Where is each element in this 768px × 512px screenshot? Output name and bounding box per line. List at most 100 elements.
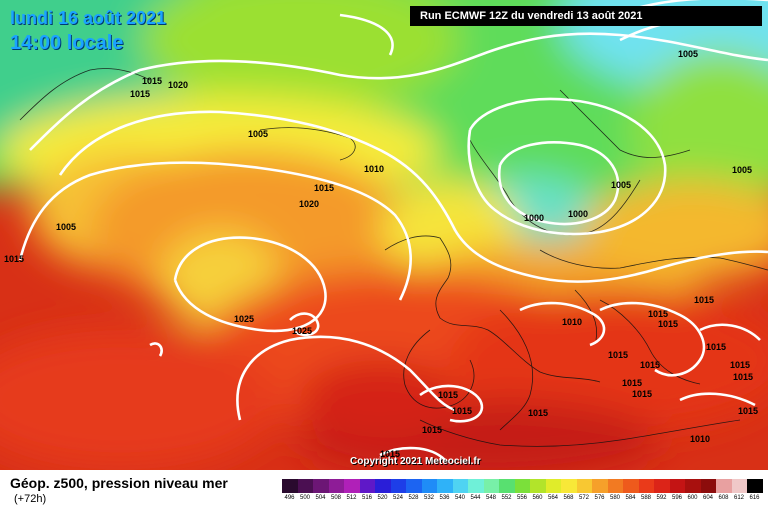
isobar-label: 1010 <box>562 317 582 327</box>
color-scale-swatch: 500 <box>297 479 313 501</box>
isobar-label: 1000 <box>568 209 588 219</box>
color-scale-label: 516 <box>361 495 372 501</box>
isobar-label: 1015 <box>640 360 660 370</box>
isobar-label: 1010 <box>364 164 384 174</box>
isobar-label: 1005 <box>248 129 268 139</box>
isobar-label: 1015 <box>528 408 548 418</box>
isobar-label: 1015 <box>4 254 24 264</box>
color-scale-swatch: 528 <box>406 479 422 501</box>
color-scale-label: 576 <box>594 495 605 501</box>
color-scale-swatch: 552 <box>499 479 515 501</box>
color-scale-label: 504 <box>315 495 326 501</box>
color-scale-swatch: 580 <box>607 479 623 501</box>
color-scale-swatch: 540 <box>452 479 468 501</box>
isobar-label: 1015 <box>452 406 472 416</box>
geopotential-field <box>0 0 768 470</box>
isobar-label: 1015 <box>738 406 758 416</box>
legend-bar: Géop. z500, pression niveau mer (+72h) 4… <box>0 470 768 512</box>
isobar-label: 1015 <box>706 342 726 352</box>
color-scale-label: 604 <box>702 495 713 501</box>
color-scale-label: 596 <box>671 495 682 501</box>
color-scale-swatch: 612 <box>731 479 747 501</box>
isobar-label: 1025 <box>234 314 254 324</box>
color-scale-label: 612 <box>733 495 744 501</box>
forecast-date: lundi 16 août 2021 <box>10 8 167 28</box>
color-scale-swatch: 616 <box>747 479 763 501</box>
isobar-label: 1015 <box>658 319 678 329</box>
color-scale-label: 564 <box>547 495 558 501</box>
isobar-label: 1005 <box>732 165 752 175</box>
lead-time: (+72h) <box>14 493 47 505</box>
color-scale-label: 572 <box>578 495 589 501</box>
color-scale-swatch: 588 <box>638 479 654 501</box>
color-scale-label: 528 <box>408 495 419 501</box>
color-scale-label: 584 <box>625 495 636 501</box>
color-scale-swatch: 564 <box>545 479 561 501</box>
color-scale-swatch: 608 <box>716 479 732 501</box>
color-scale-label: 524 <box>392 495 403 501</box>
color-scale-label: 592 <box>656 495 667 501</box>
color-scale-label: 548 <box>485 495 496 501</box>
color-scale-label: 508 <box>330 495 341 501</box>
color-scale-swatch: 568 <box>561 479 577 501</box>
color-scale-label: 540 <box>454 495 465 501</box>
isobar-label: 1015 <box>422 425 442 435</box>
color-scale-swatch: 584 <box>623 479 639 501</box>
color-scale-swatch: 592 <box>654 479 670 501</box>
color-scale-swatch: 516 <box>359 479 375 501</box>
color-scale-label: 556 <box>516 495 527 501</box>
color-scale-swatch: 556 <box>514 479 530 501</box>
color-scale-swatch: 600 <box>685 479 701 501</box>
isobar-labels: 1015 1020 1015 1005 1010 1015 1020 1005 … <box>4 49 758 459</box>
color-scale-swatch: 520 <box>375 479 391 501</box>
color-scale-label: 536 <box>439 495 450 501</box>
isobar-label: 1015 <box>694 295 714 305</box>
color-scale-label: 616 <box>749 495 760 501</box>
color-scale-label: 560 <box>532 495 543 501</box>
color-scale-label: 544 <box>470 495 481 501</box>
isobar-label: 1020 <box>299 199 319 209</box>
color-scale: 496 500 504 508 512 516 520 524 528 532 536 540 544 5… <box>282 479 763 501</box>
color-scale-label: 532 <box>423 495 434 501</box>
color-scale-label: 552 <box>501 495 512 501</box>
isobar-label: 1015 <box>142 76 162 86</box>
color-scale-swatch: 512 <box>344 479 360 501</box>
color-scale-label: 588 <box>640 495 651 501</box>
isobar-label: 1015 <box>730 360 750 370</box>
isobar-label: 1015 <box>622 378 642 388</box>
color-scale-swatch: 496 <box>282 479 298 501</box>
color-scale-label: 580 <box>609 495 620 501</box>
color-scale-label: 608 <box>718 495 729 501</box>
color-scale-label: 500 <box>299 495 310 501</box>
isobar-label: 1015 <box>130 89 150 99</box>
isobar-label: 1025 <box>292 326 312 336</box>
color-scale-label: 496 <box>284 495 295 501</box>
isobar-label: 1005 <box>611 180 631 190</box>
color-scale-label: 600 <box>687 495 698 501</box>
color-scale-swatch: 604 <box>700 479 716 501</box>
isobar-label: 1000 <box>524 213 544 223</box>
isobar-label: 1015 <box>438 390 458 400</box>
color-scale-swatch: 504 <box>313 479 329 501</box>
coastlines <box>19 68 768 447</box>
isobar-label: 1015 <box>314 183 334 193</box>
isobar-label: 1015 <box>648 309 668 319</box>
isobars <box>18 0 768 461</box>
color-scale-label: 568 <box>563 495 574 501</box>
isobar-label: 1010 <box>690 434 710 444</box>
isobar-label: 1015 <box>733 372 753 382</box>
isobar-label: 1005 <box>678 49 698 59</box>
color-scale-swatch: 508 <box>328 479 344 501</box>
color-scale-swatch: 576 <box>592 479 608 501</box>
color-scale-swatch: 524 <box>390 479 406 501</box>
color-scale-swatch: 544 <box>468 479 484 501</box>
isobar-label: 1015 <box>380 449 400 459</box>
color-scale-swatch: 532 <box>421 479 437 501</box>
copyright-notice: Copyright 2021 Meteociel.fr <box>350 456 481 467</box>
isobar-label: 1005 <box>56 222 76 232</box>
isobar-label: 1020 <box>168 80 188 90</box>
forecast-map: 1015 1020 1015 1005 1010 1015 1020 1005 … <box>0 0 768 470</box>
color-scale-swatch: 536 <box>437 479 453 501</box>
color-scale-swatch: 548 <box>483 479 499 501</box>
